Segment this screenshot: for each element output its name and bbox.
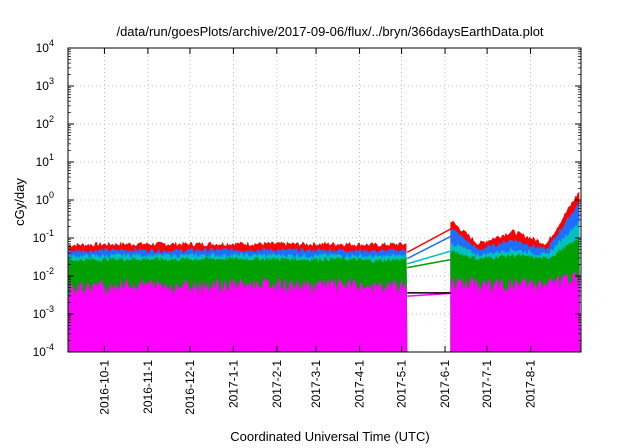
plot-area: [68, 191, 581, 353]
y-tick-label: 103: [36, 76, 54, 93]
x-tick-label: 2017-7-1: [480, 360, 494, 408]
gap-line: [407, 292, 451, 297]
y-tick-label: 100: [36, 190, 54, 207]
gap-line: [407, 258, 451, 269]
x-tick-label: 2016-12-1: [183, 360, 197, 415]
x-tick-label: 2017-1-1: [226, 360, 240, 408]
y-tick-label: 10-2: [33, 266, 54, 283]
x-ticks: 2016-10-1 2016-11-1 2016-12-1 2017-1-1 2017-…: [97, 48, 538, 415]
y-tick-label: 10-3: [33, 304, 54, 321]
chart-title: /data/run/goesPlots/archive/2017-09-06/f…: [116, 24, 543, 39]
y-tick-label: 10-4: [33, 342, 54, 359]
x-axis-label: Coordinated Universal Time (UTC): [230, 429, 429, 444]
x-tick-label: 2017-2-1: [270, 360, 284, 408]
gap-line: [406, 235, 451, 260]
y-tick-label: 104: [36, 38, 54, 55]
y-tick-label: 101: [36, 152, 54, 169]
x-tick-label: 2016-10-1: [97, 360, 111, 415]
x-tick-label: 2017-6-1: [438, 360, 452, 408]
x-tick-label: 2016-11-1: [141, 360, 155, 414]
y-axis-label: cGy/day: [12, 178, 27, 226]
x-tick-label: 2017-4-1: [353, 360, 367, 408]
x-tick-label: 2017-3-1: [309, 360, 323, 408]
y-ticks: 104 103 102 101 100 10-1 10-2 10-3 10-4: [33, 38, 581, 359]
gap-line: [406, 250, 451, 265]
x-tick-label: 2017-8-1: [524, 360, 538, 408]
x-tick-label: 2017-5-1: [395, 360, 409, 408]
gap-connectors: [406, 228, 452, 297]
y-tick-label: 102: [36, 114, 54, 131]
y-tick-label: 10-1: [33, 228, 54, 245]
gap-line: [406, 228, 452, 254]
